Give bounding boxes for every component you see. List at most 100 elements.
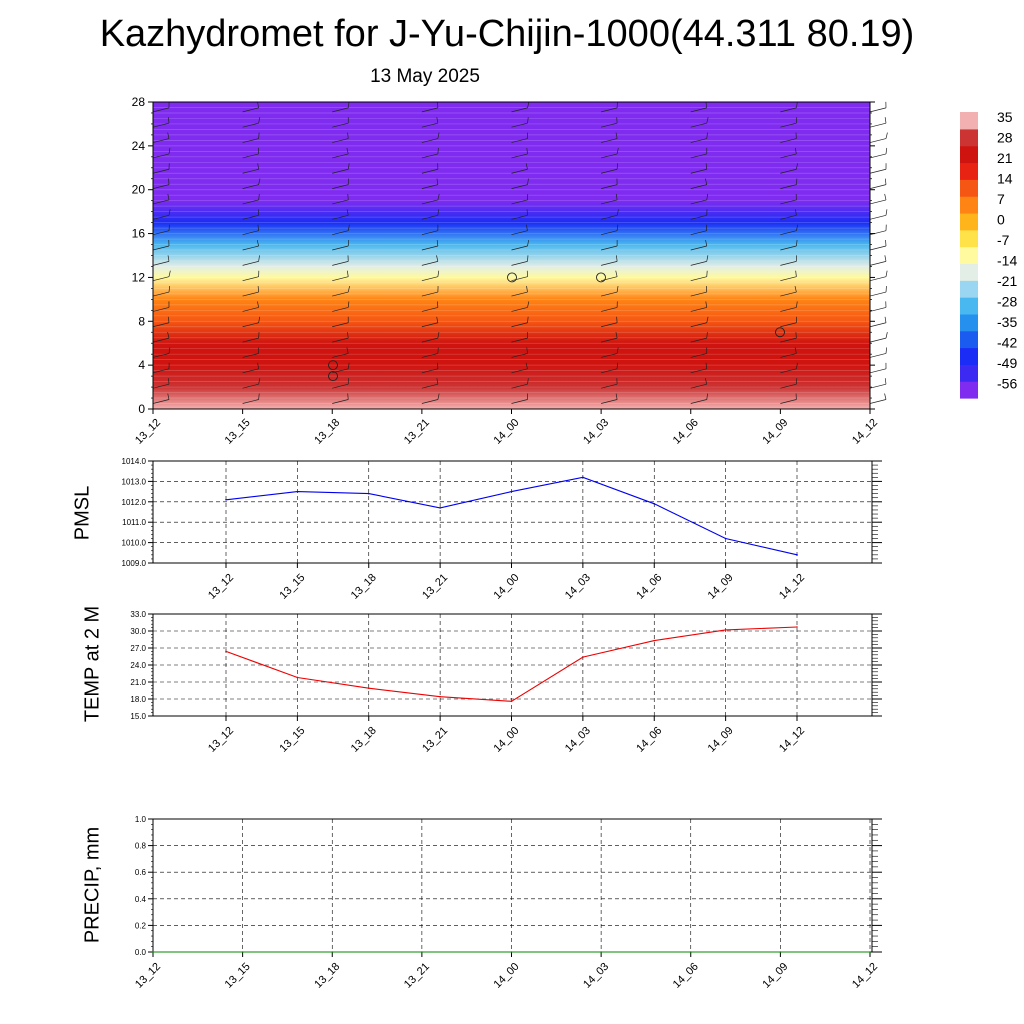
wind-barb: [242, 270, 260, 282]
wind-barb-feather: [167, 255, 170, 262]
colorbar-segment: [960, 196, 978, 214]
wind-barb: [152, 301, 170, 312]
wind-barb-staff: [869, 107, 887, 113]
wind-barb: [421, 224, 439, 236]
heatmap-x-tick-label: 14_03: [581, 417, 611, 447]
wind-barb-feather: [706, 255, 709, 262]
pmsl-plot-area: [153, 461, 872, 563]
wind-barb-feather: [527, 101, 530, 108]
heatmap-x-tick-label: 13_18: [312, 417, 342, 447]
wind-barb-staff: [152, 122, 170, 128]
wind-barb: [152, 332, 170, 343]
wind-barb-feather: [796, 101, 798, 108]
temp-x-tick-label: 14_03: [563, 725, 593, 755]
wind-barb-feather: [258, 117, 261, 124]
wind-barb-staff: [511, 153, 528, 159]
wind-barb: [601, 286, 619, 297]
wind-barb: [780, 209, 797, 220]
wind-barb-staff: [332, 184, 349, 189]
wind-barb: [869, 270, 888, 282]
wind-barb-staff: [780, 276, 797, 282]
colorbar-label: -56: [997, 376, 1017, 392]
wind-barb: [421, 255, 439, 266]
wind-barb: [601, 347, 619, 358]
wind-barb-feather: [347, 224, 350, 231]
temp-data-point: [367, 687, 370, 690]
wind-barb-feather: [706, 316, 709, 323]
wind-barb-staff: [690, 353, 707, 358]
wind-barb-feather: [168, 286, 171, 293]
wind-barb: [242, 163, 259, 174]
colorbar-label: -21: [997, 273, 1017, 289]
wind-barb-feather: [436, 255, 439, 262]
pmsl-x-tick-label: 13_15: [277, 572, 307, 602]
wind-barb: [421, 178, 439, 189]
temp-x-tick-label: 13_15: [277, 725, 307, 755]
wind-barb-feather: [526, 224, 528, 231]
wind-barb: [780, 147, 797, 159]
wind-barb: [421, 362, 439, 374]
wind-barb-staff: [601, 399, 618, 404]
wind-barb-feather: [527, 178, 529, 185]
wind-barb-staff: [152, 399, 170, 404]
wind-barb: [780, 193, 797, 205]
wind-barb: [332, 224, 350, 236]
precip-x-tick-label: 14_00: [492, 961, 522, 991]
wind-barb-feather: [436, 239, 439, 247]
precip-x-tick-label: 14_03: [581, 961, 611, 991]
wind-barb-feather: [706, 117, 709, 124]
wind-barb-feather: [705, 362, 708, 369]
wind-barb: [780, 393, 797, 404]
wind-barb: [421, 239, 439, 251]
wind-barb: [332, 239, 350, 251]
wind-barb: [690, 255, 709, 266]
colorbar-segment: [960, 280, 978, 298]
wind-barb-staff: [242, 214, 259, 220]
wind-barb-staff: [690, 307, 707, 312]
wind-barb-staff: [780, 168, 797, 174]
wind-barb-staff: [601, 184, 618, 189]
wind-barb-staff: [780, 383, 797, 389]
wind-barb-staff: [601, 261, 618, 266]
wind-barb-feather: [347, 362, 350, 369]
wind-barb: [242, 286, 259, 297]
wind-barb-staff: [511, 383, 528, 389]
temp-y-tick-label: 21.0: [130, 678, 146, 687]
wind-barb-staff: [690, 153, 707, 159]
wind-barb-staff: [152, 153, 170, 159]
wind-barb-feather: [258, 255, 260, 262]
wind-barb: [690, 132, 708, 143]
temp-data-point: [225, 650, 227, 653]
wind-barb-staff: [780, 245, 797, 251]
pmsl-data-point: [296, 490, 299, 493]
wind-barb: [601, 101, 618, 113]
wind-barb-feather: [885, 147, 888, 154]
wind-barb-staff: [780, 184, 797, 189]
wind-barb: [869, 393, 887, 404]
wind-barb: [152, 393, 170, 404]
wind-barb-feather: [168, 347, 171, 354]
wind-barb: [152, 147, 171, 159]
wind-barb-staff: [601, 291, 618, 297]
wind-barb-staff: [421, 337, 438, 343]
heatmap-x-tick-label: 14_09: [760, 417, 790, 447]
wind-barb-feather: [347, 163, 350, 170]
wind-barb-staff: [869, 383, 887, 389]
heatmap-field: [153, 102, 870, 409]
wind-barb-feather: [437, 209, 439, 216]
wind-barb: [332, 285, 350, 297]
wind-barb: [511, 332, 528, 343]
wind-barb: [152, 224, 170, 236]
wind-barb: [780, 347, 797, 358]
colorbar-label: -42: [997, 335, 1017, 351]
wind-barb: [869, 332, 888, 343]
wind-barb-feather: [346, 209, 349, 216]
wind-barb-feather: [168, 209, 171, 216]
wind-barb: [242, 132, 260, 143]
wind-barb-staff: [421, 307, 438, 312]
wind-barb-staff: [601, 153, 618, 159]
wind-barb-staff: [152, 383, 170, 389]
wind-barb-feather: [527, 117, 529, 124]
temp-y-tick-label: 27.0: [130, 644, 146, 653]
wind-barb-feather: [615, 332, 618, 339]
